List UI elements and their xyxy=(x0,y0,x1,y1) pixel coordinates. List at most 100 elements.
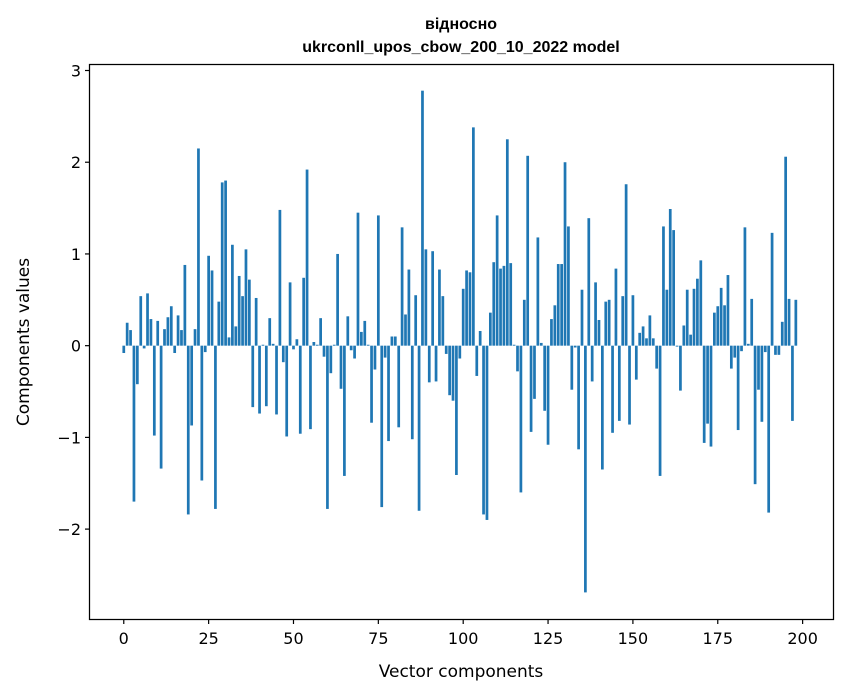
bar xyxy=(645,338,648,346)
bar xyxy=(400,227,404,346)
bar xyxy=(536,237,540,346)
bar xyxy=(601,345,604,470)
bar xyxy=(634,345,638,380)
bar xyxy=(651,338,655,346)
y-tick-label: 2 xyxy=(71,153,81,172)
bar xyxy=(393,336,397,346)
bar xyxy=(129,330,132,346)
bar xyxy=(658,345,662,476)
bar xyxy=(241,296,244,346)
bar xyxy=(733,345,737,358)
bar xyxy=(329,345,333,374)
bar xyxy=(356,212,360,346)
bar xyxy=(665,289,669,346)
bar xyxy=(414,295,418,346)
bar xyxy=(672,230,675,346)
bar xyxy=(746,343,750,346)
bar xyxy=(505,139,509,346)
bar xyxy=(298,345,302,434)
x-tick-label: 125 xyxy=(533,629,564,648)
bar xyxy=(173,345,177,354)
bar xyxy=(478,330,482,346)
bar xyxy=(560,264,563,346)
bar xyxy=(584,345,587,593)
bar xyxy=(152,345,156,436)
bar xyxy=(692,288,696,346)
bar xyxy=(502,265,506,346)
bar xyxy=(553,305,557,346)
bar xyxy=(231,244,234,346)
bar xyxy=(407,269,411,346)
bar xyxy=(261,344,265,346)
bar xyxy=(288,282,292,346)
bar xyxy=(726,275,730,346)
bar xyxy=(448,345,451,396)
bar xyxy=(519,345,523,493)
bar xyxy=(611,345,614,433)
bar xyxy=(753,345,757,485)
bar xyxy=(723,305,726,346)
bar xyxy=(573,345,577,348)
y-tick-label: 1 xyxy=(71,245,81,264)
plot-area-frame xyxy=(88,63,835,621)
bar xyxy=(556,264,560,346)
bar xyxy=(760,345,764,422)
bar xyxy=(468,272,472,346)
bar xyxy=(339,345,343,389)
bar xyxy=(488,312,492,346)
bar xyxy=(234,326,238,346)
bar xyxy=(268,318,272,346)
bar xyxy=(628,345,631,425)
bar xyxy=(383,345,387,358)
bar xyxy=(597,319,601,346)
bar xyxy=(638,332,642,346)
bar xyxy=(210,270,214,346)
bar xyxy=(784,156,788,346)
bar xyxy=(567,226,570,346)
bar xyxy=(281,345,285,363)
x-tick-label: 50 xyxy=(283,629,303,648)
bar xyxy=(607,299,611,346)
bar xyxy=(159,345,163,469)
bar xyxy=(499,268,502,346)
bar xyxy=(624,184,628,346)
bar xyxy=(550,319,553,346)
bar xyxy=(166,317,170,346)
bar xyxy=(302,277,306,346)
bar xyxy=(713,312,716,346)
bar xyxy=(353,345,356,359)
bar xyxy=(679,345,682,391)
bar xyxy=(702,345,706,443)
bar xyxy=(777,345,781,355)
bar xyxy=(227,337,231,346)
bar xyxy=(271,343,275,346)
bar xyxy=(543,345,547,411)
bar xyxy=(285,345,289,437)
x-axis-ticks: 0 25 50 75 100 125 150 175 200 xyxy=(119,619,818,648)
bar xyxy=(343,345,346,476)
bar xyxy=(237,275,241,346)
bar xyxy=(492,262,496,346)
chart-title-line2: ukrconll_upos_cbow_200_10_2022 model xyxy=(302,39,619,56)
bar xyxy=(621,296,625,346)
bar xyxy=(163,329,166,346)
bar xyxy=(509,263,513,346)
bar xyxy=(312,342,316,346)
bar xyxy=(587,218,591,346)
x-tick-label: 200 xyxy=(787,629,818,648)
bar xyxy=(689,334,692,346)
bar xyxy=(668,209,672,346)
bar xyxy=(512,344,516,346)
bar xyxy=(156,320,160,346)
bar xyxy=(580,289,584,346)
bar xyxy=(441,296,445,346)
bar xyxy=(278,209,282,346)
bar xyxy=(397,345,401,428)
bar xyxy=(146,293,149,346)
bar xyxy=(434,345,438,382)
bar xyxy=(767,345,771,513)
bar xyxy=(641,326,645,346)
bar xyxy=(292,345,295,350)
bar xyxy=(431,251,435,346)
